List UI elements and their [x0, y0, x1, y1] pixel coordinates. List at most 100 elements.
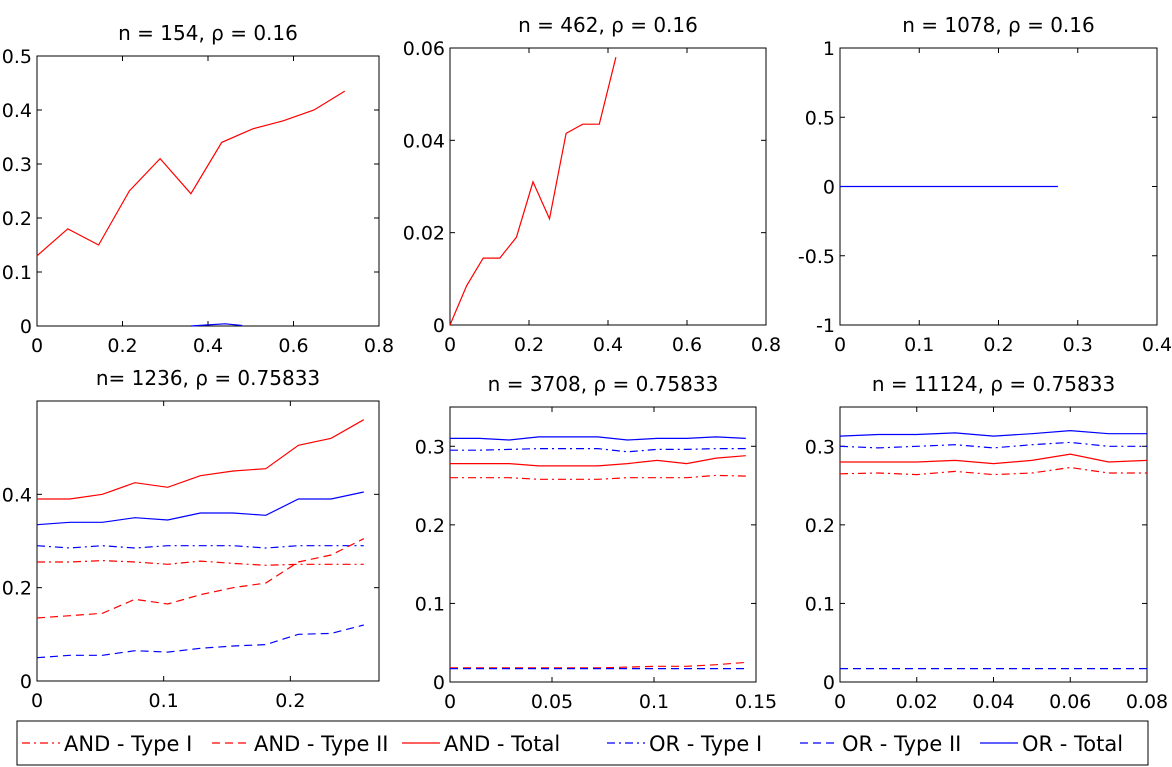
axes-frame — [449, 47, 767, 326]
series-line-and-total — [840, 453, 1148, 465]
x-tick-label: 0.4 — [193, 335, 223, 357]
axes-frame — [36, 55, 380, 327]
series-line-or-total — [450, 436, 746, 441]
subplot-6: n = 11124, ρ = 0.75833 0 0.02 0.04 0.06 0.08 0… — [805, 372, 1168, 713]
series-line-or-total — [36, 491, 364, 526]
y-tick-label: 0 — [823, 672, 835, 694]
subplots: n = 154, ρ = 0.16 0 0.2 0.4 0.6 0.8 0 0.1 0.2 0.3… — [2, 13, 1172, 713]
legend-label: OR - Type I — [649, 732, 762, 756]
subplot-3: n = 1078, ρ = 0.16 0 0.1 0.2 0.3 0.4 -1 -0.5 0 0.… — [798, 13, 1172, 356]
series-line-or-type-ii — [36, 624, 364, 659]
series-line-and-type-ii — [36, 538, 365, 619]
x-tick-label: 0 — [834, 691, 846, 713]
axes-frame — [449, 406, 757, 683]
x-tick-label: 0 — [444, 334, 456, 356]
series-line-or-type-i — [450, 448, 746, 453]
subplot-title: n = 462, ρ = 0.16 — [518, 13, 698, 37]
legend-entry: AND - Type I — [22, 732, 192, 756]
y-tick-label: 0 — [433, 315, 445, 337]
series-line-and-type-i — [37, 559, 364, 566]
x-tick-label: 0 — [834, 334, 846, 356]
legend-box — [16, 720, 1149, 766]
axes-frame — [36, 400, 380, 682]
series-line-and-type-ii — [450, 661, 746, 669]
y-tick-label: 0 — [20, 316, 32, 338]
series-line-or-type-i — [839, 441, 1147, 449]
x-tick-label: 0 — [444, 691, 456, 713]
x-tick-label: 0.04 — [972, 691, 1014, 713]
x-tick-label: 0.1 — [149, 690, 179, 712]
series-line-and-total — [36, 90, 346, 257]
x-tick-label: 0.08 — [1126, 691, 1168, 713]
y-tick-label: 0.3 — [415, 436, 445, 458]
x-tick-label: 0.8 — [751, 334, 781, 356]
legend-entry: OR - Type II — [800, 732, 961, 756]
subplot-title: n = 1078, ρ = 0.16 — [902, 13, 1094, 37]
series-line-or-total — [190, 323, 243, 327]
y-tick-label: 0.06 — [403, 38, 445, 60]
y-tick-label: 0.4 — [2, 484, 32, 506]
y-tick-label: 0.1 — [805, 593, 835, 615]
x-tick-label: 0.4 — [593, 334, 623, 356]
y-tick-label: 0.2 — [415, 515, 445, 537]
legend-entry: AND - Total — [402, 732, 560, 756]
x-tick-label: 0.8 — [364, 335, 394, 357]
legend-label: AND - Type I — [64, 732, 192, 756]
x-tick-label: 0.02 — [896, 691, 938, 713]
y-tick-label: 0.2 — [2, 578, 32, 600]
subplot-title: n = 3708, ρ = 0.75833 — [488, 372, 719, 396]
x-tick-label: 0.4 — [1142, 334, 1172, 356]
x-tick-label: 0.3 — [1063, 334, 1093, 356]
legend-label: AND - Type II — [254, 732, 388, 756]
x-tick-label: 0.2 — [107, 335, 137, 357]
subplot-title: n= 1236, ρ = 0.75833 — [96, 366, 320, 390]
y-tick-label: 0.04 — [403, 130, 445, 152]
y-tick-label: 0.2 — [2, 208, 32, 230]
series-line-or-type-i — [36, 545, 364, 549]
y-tick-label: 0.1 — [2, 262, 32, 284]
y-tick-label: 1 — [823, 38, 835, 60]
axes-frame — [839, 406, 1148, 683]
y-tick-label: 0 — [433, 672, 445, 694]
legend-label: OR - Type II — [842, 732, 961, 756]
y-tick-label: 0.3 — [805, 436, 835, 458]
legend-entry: AND - Type II — [212, 732, 388, 756]
y-tick-label: 0.2 — [805, 515, 835, 537]
x-tick-label: 0.2 — [514, 334, 544, 356]
subplot-title: n = 154, ρ = 0.16 — [118, 21, 298, 45]
x-tick-label: 0.6 — [672, 334, 702, 356]
legend: AND - Type I AND - Type II AND - Total OR -… — [16, 720, 1149, 766]
subplot-title: n = 11124, ρ = 0.75833 — [872, 372, 1115, 396]
y-tick-label: 0.4 — [2, 100, 32, 122]
x-tick-label: 0.2 — [275, 690, 305, 712]
x-tick-label: 0 — [31, 335, 43, 357]
series-line-and-type-i — [450, 474, 746, 480]
series-line-and-total — [37, 419, 365, 500]
x-tick-label: 0.05 — [531, 691, 573, 713]
legend-label: AND - Total — [444, 732, 560, 756]
series-line-and-total — [449, 57, 617, 326]
x-tick-label: 0 — [31, 690, 43, 712]
legend-entry: OR - Type I — [607, 732, 762, 756]
y-tick-label: 0 — [823, 177, 835, 199]
x-tick-label: 0.1 — [639, 691, 669, 713]
y-tick-label: 0.02 — [403, 223, 445, 245]
x-tick-label: 0.15 — [735, 691, 777, 713]
y-tick-label: 0 — [20, 671, 32, 693]
series-line-and-type-i — [839, 466, 1147, 476]
y-tick-label: 0.3 — [2, 154, 32, 176]
subplot-2: n = 462, ρ = 0.16 0 0.2 0.4 0.6 0.8 0 0.02 0.04 0… — [403, 13, 781, 356]
y-tick-label: 0.5 — [2, 46, 32, 68]
legend-entry: OR - Total — [980, 732, 1123, 756]
x-tick-label: 0.06 — [1049, 691, 1091, 713]
x-tick-label: 0.6 — [278, 335, 308, 357]
subplot-4: n= 1236, ρ = 0.75833 0 0.1 0.2 0 0.2 0.4 — [2, 366, 380, 712]
y-tick-label: 0.1 — [415, 593, 445, 615]
series-line-or-total — [839, 429, 1147, 437]
subplot-5: n = 3708, ρ = 0.75833 0 0.05 0.1 0.15 0 0.1 0.2… — [415, 372, 777, 713]
y-tick-label: 0.5 — [805, 107, 835, 129]
y-tick-label: -0.5 — [798, 246, 835, 268]
x-tick-label: 0.1 — [904, 334, 934, 356]
subplot-1: n = 154, ρ = 0.16 0 0.2 0.4 0.6 0.8 0 0.1 0.2 0.3… — [2, 21, 394, 357]
